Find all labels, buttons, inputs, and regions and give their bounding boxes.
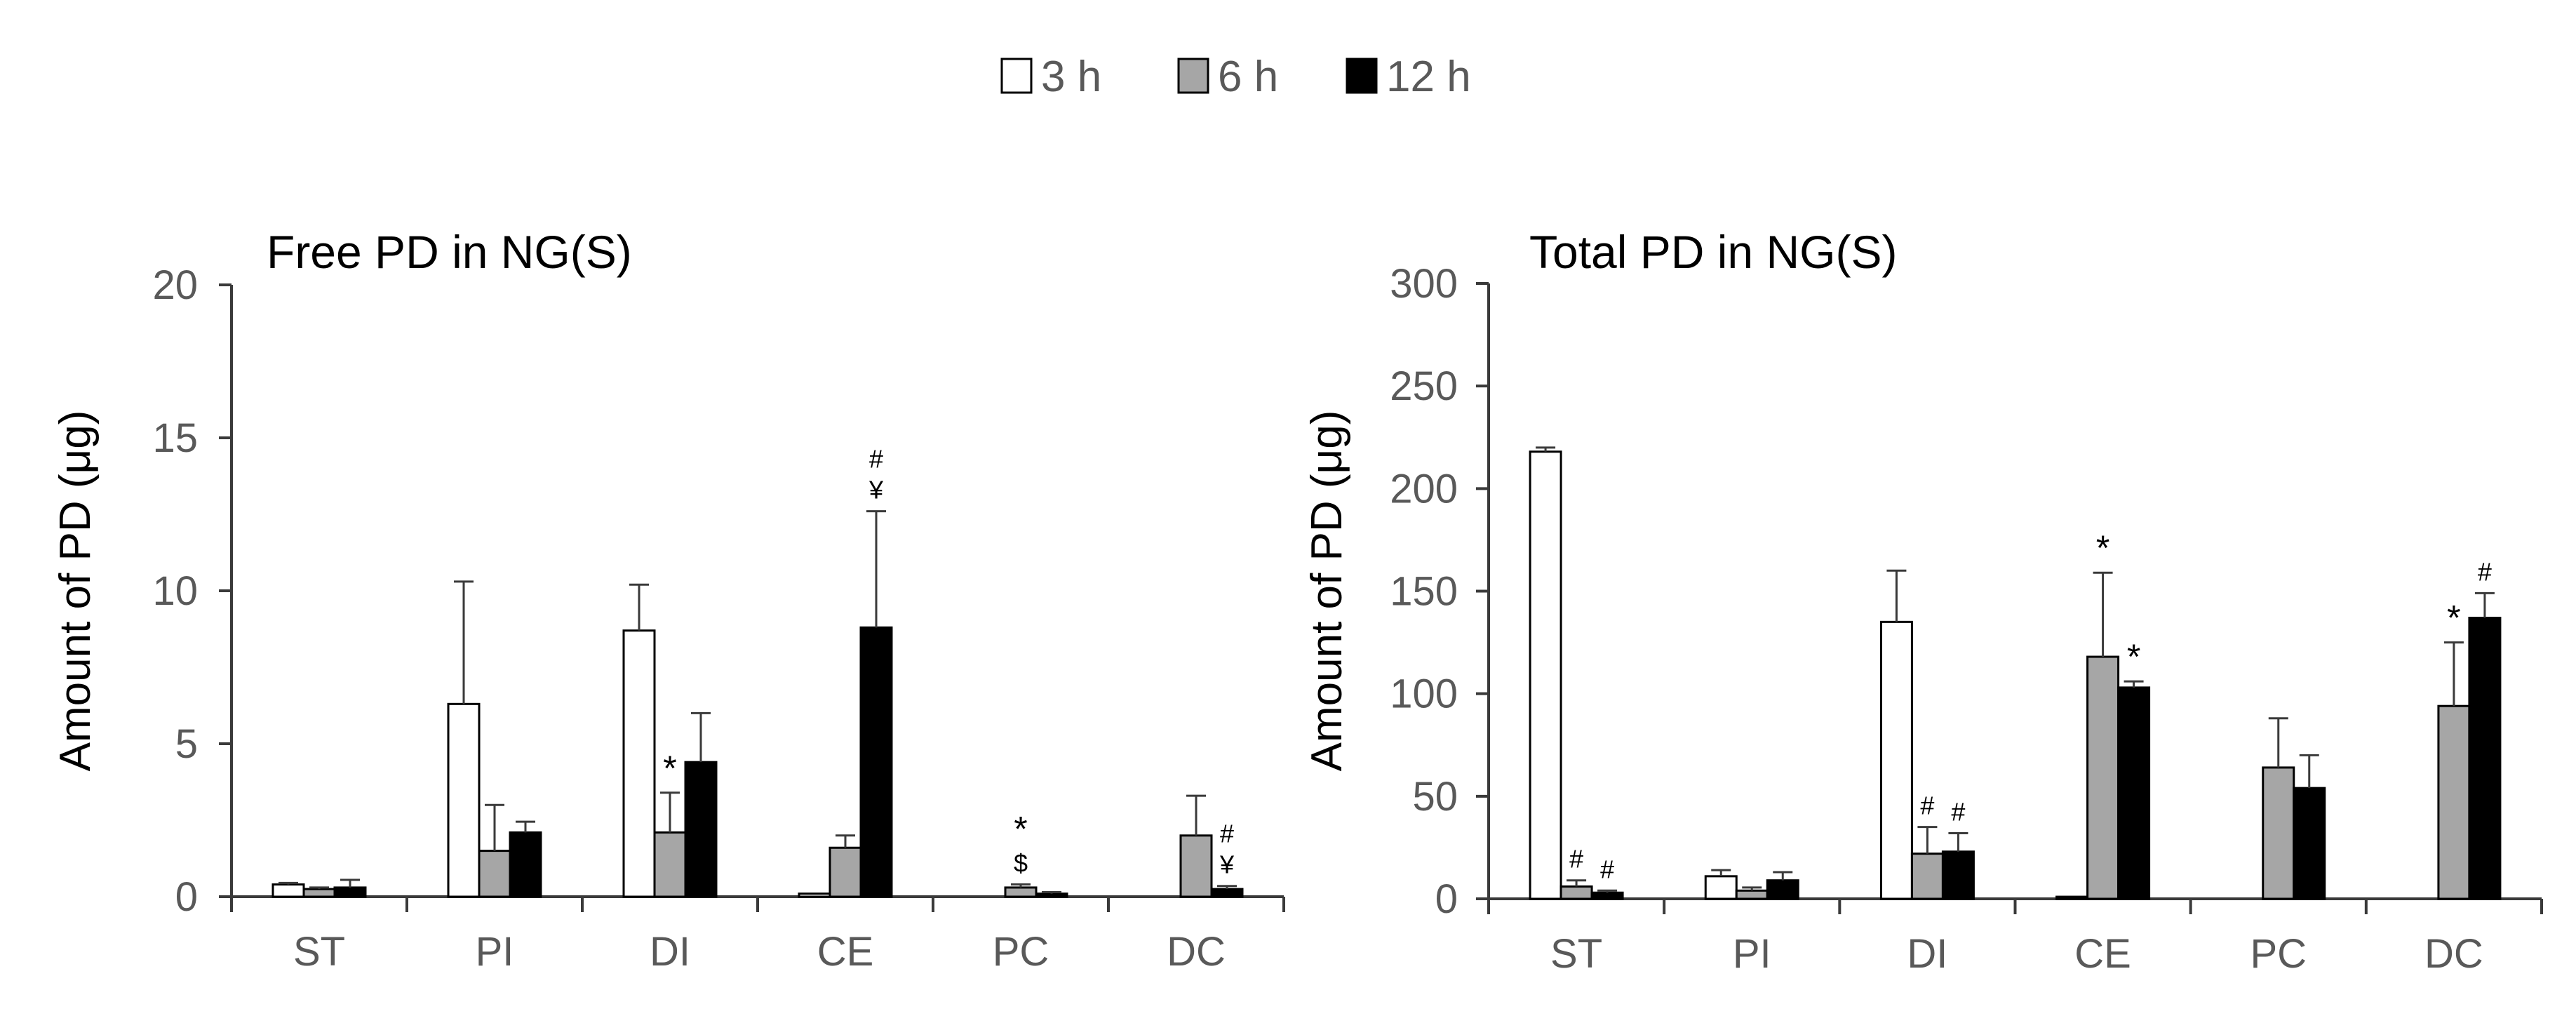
legend-swatch-3-h bbox=[1000, 58, 1033, 94]
significance-mark-pc-6-h: * bbox=[1014, 810, 1027, 849]
bar-pc-12-h bbox=[2293, 787, 2326, 900]
free-pd-chart: Free PD in NG(S) Amount of PD (μg) 0 5 10 15 2… bbox=[51, 226, 1285, 975]
y-tick-label-0: 0 bbox=[175, 874, 198, 920]
x-tick-label-ce: CE bbox=[817, 929, 874, 975]
x-tick-label-dc: DC bbox=[2424, 931, 2483, 977]
significance-mark-ce-12-h: # bbox=[869, 445, 883, 474]
x-tick-label-st: ST bbox=[293, 929, 345, 975]
bar-ce-12-h bbox=[859, 626, 893, 898]
significance-mark-di-6-h: * bbox=[663, 749, 676, 788]
bar-di-6-h bbox=[1910, 852, 1944, 900]
y-axis-label: Amount of PD (μg) bbox=[51, 410, 100, 772]
bar-pi-3-h bbox=[1704, 875, 1738, 900]
significance-mark-di-12-h: # bbox=[1951, 797, 1965, 826]
bar-st-3-h bbox=[1529, 450, 1562, 900]
y-tick-label-250: 250 bbox=[1390, 363, 1458, 409]
bar-dc-6-h bbox=[1179, 834, 1213, 898]
bar-st-12-h bbox=[333, 886, 367, 898]
significance-mark-st-12-h: # bbox=[1600, 855, 1614, 883]
bar-st-6-h bbox=[302, 888, 336, 898]
bar-st-3-h bbox=[271, 883, 305, 898]
legend-label-6-h: 6 h bbox=[1218, 53, 1278, 101]
significance-mark-pc-6-h: $ bbox=[1014, 849, 1028, 878]
significance-mark-dc-6-h: * bbox=[2447, 599, 2460, 638]
bar-dc-12-h bbox=[2468, 617, 2502, 900]
legend-swatch-12-h bbox=[1346, 58, 1378, 94]
bar-pc-6-h bbox=[1004, 886, 1038, 898]
y-tick-label-10: 10 bbox=[152, 568, 198, 614]
significance-mark-ce-12-h: * bbox=[2127, 637, 2140, 676]
legend-label-3-h: 3 h bbox=[1041, 53, 1101, 101]
significance-mark-dc-12-h: # bbox=[2478, 557, 2492, 586]
x-tick-label-st: ST bbox=[1550, 931, 1602, 977]
bar-pc-6-h bbox=[2262, 766, 2295, 900]
y-tick-label-150: 150 bbox=[1390, 569, 1458, 615]
bar-di-12-h bbox=[1941, 850, 1975, 900]
legend-swatch-6-h bbox=[1177, 58, 1209, 94]
bar-di-12-h bbox=[684, 761, 718, 898]
bar-di-3-h bbox=[1879, 620, 1913, 900]
x-tick-label-pc: PC bbox=[993, 929, 1049, 975]
significance-mark-ce-12-h: ¥ bbox=[868, 476, 884, 504]
y-tick-label-5: 5 bbox=[175, 721, 198, 767]
y-tick-label-300: 300 bbox=[1390, 261, 1458, 307]
total-pd-chart: Total PD in NG(S) Amount of PD (μg) 0 50 100… bbox=[1303, 226, 2543, 977]
significance-mark-st-6-h: # bbox=[1569, 845, 1583, 874]
significance-mark-dc-12-h: # bbox=[1220, 820, 1234, 848]
x-tick-label-pc: PC bbox=[2250, 931, 2307, 977]
significance-mark-ce-6-h: * bbox=[2096, 528, 2109, 568]
bar-ce-6-h bbox=[829, 846, 862, 898]
x-tick-label-di: DI bbox=[650, 929, 690, 975]
chart-title: Free PD in NG(S) bbox=[267, 226, 632, 278]
bar-di-3-h bbox=[622, 629, 656, 898]
bar-ce-3-h bbox=[2055, 895, 2089, 900]
y-tick-label-15: 15 bbox=[152, 415, 198, 461]
y-tick-label-20: 20 bbox=[152, 262, 198, 308]
y-tick-label-200: 200 bbox=[1390, 466, 1458, 512]
bar-ce-12-h bbox=[2117, 686, 2151, 900]
bar-pc-12-h bbox=[1035, 892, 1068, 898]
bar-ce-3-h bbox=[798, 892, 831, 898]
bar-pi-6-h bbox=[1735, 889, 1769, 900]
bar-pi-12-h bbox=[509, 831, 542, 898]
x-tick-label-pi: PI bbox=[476, 929, 514, 975]
significance-mark-dc-12-h: ¥ bbox=[1219, 850, 1235, 879]
bar-di-6-h bbox=[653, 831, 687, 898]
bar-dc-6-h bbox=[2437, 704, 2471, 900]
x-tick-label-pi: PI bbox=[1733, 931, 1771, 977]
bar-st-6-h bbox=[1559, 885, 1593, 900]
significance-mark-di-6-h: # bbox=[1920, 791, 1934, 820]
x-tick-label-di: DI bbox=[1907, 931, 1947, 977]
bar-pi-6-h bbox=[478, 850, 511, 898]
x-tick-label-ce: CE bbox=[2074, 931, 2131, 977]
bar-ce-6-h bbox=[2086, 655, 2120, 900]
y-tick-label-50: 50 bbox=[1412, 774, 1458, 820]
x-tick-label-dc: DC bbox=[1167, 929, 1226, 975]
legend-label-12-h: 12 h bbox=[1386, 53, 1471, 101]
bar-pi-12-h bbox=[1766, 879, 1799, 900]
y-tick-label-100: 100 bbox=[1390, 671, 1458, 717]
legend: 3 h 6 h 12 h bbox=[1000, 53, 1471, 101]
bar-st-12-h bbox=[1590, 891, 1624, 900]
y-axis-label: Amount of PD (μg) bbox=[1303, 410, 1351, 772]
y-tick-label-0: 0 bbox=[1435, 876, 1458, 922]
bar-pi-3-h bbox=[447, 702, 481, 898]
bar-dc-12-h bbox=[1210, 888, 1244, 898]
chart-title: Total PD in NG(S) bbox=[1529, 226, 1897, 278]
